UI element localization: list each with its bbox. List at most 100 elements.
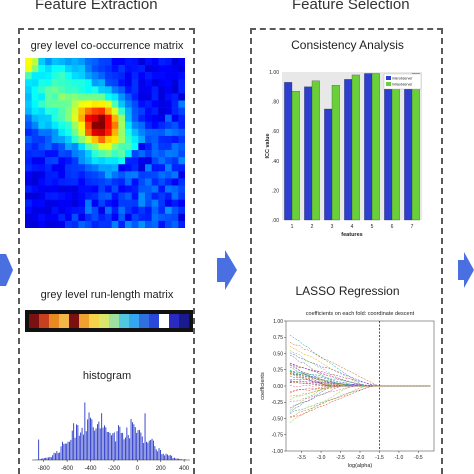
arrow-middle-icon [217, 250, 237, 290]
histogram-chart: -800 -600 -400 -200 0 200 400 [32, 402, 190, 472]
bar-y-tick-label: .00 [272, 218, 279, 224]
bar-y-tick-label: .80 [272, 100, 279, 106]
bar-inter-7 [404, 76, 413, 221]
glrlm-cell [179, 314, 190, 328]
bar-intra-4 [351, 74, 360, 221]
histogram-tick-label: -800 [38, 466, 51, 472]
lasso-x-tick-label: -1.0 [395, 455, 404, 461]
lasso-x-axis-label: log(alpha) [348, 463, 373, 469]
glrlm-strip [25, 310, 193, 332]
lasso-coefficient-chart: coefficients on each fold: coordinate de… [260, 311, 435, 469]
histogram-tick-label: 0 [136, 466, 140, 472]
bar-intra-1 [291, 91, 300, 221]
legend-swatch [386, 82, 391, 86]
glrlm-cell [149, 314, 160, 328]
histogram-tick-label: -400 [85, 466, 98, 472]
lasso-x-tick-label: -3.0 [317, 455, 326, 461]
lasso-y-tick-label: 0.75 [273, 335, 283, 341]
glrlm-cell [99, 314, 110, 328]
legend-label: intraobserver [392, 83, 413, 87]
lasso-coefficient-path [289, 379, 431, 387]
glrlm-cell [29, 314, 40, 328]
glrlm-cell [39, 314, 50, 328]
glrlm-cell [129, 314, 140, 328]
glrlm-label: grey level run-length matrix [40, 289, 174, 301]
bar-inter-6 [384, 77, 393, 221]
lasso-y-tick-label: 0.25 [273, 368, 283, 374]
lasso-title: LASSO Regression [295, 284, 400, 298]
lasso-y-axis-label: coefficients [260, 372, 266, 400]
bar-inter-5 [364, 73, 373, 221]
consistency-title: Consistency Analysis [291, 38, 404, 52]
bar-x-tick-label: 5 [371, 224, 374, 230]
glrlm-cell [69, 314, 80, 328]
glcm-cells [25, 58, 185, 228]
histogram-tick-label: -200 [108, 466, 121, 472]
bar-y-tick-label: .60 [272, 129, 279, 135]
legend-label: interobserver [392, 77, 413, 81]
glcm-heatmap [25, 58, 185, 228]
glrlm-cell [139, 314, 150, 328]
bar-x-tick-label: 6 [391, 224, 394, 230]
lasso-x-tick-label: -0.5 [414, 455, 423, 461]
bar-x-axis-label: features [341, 232, 362, 238]
bar-legend: interobserver intraobserver [383, 73, 422, 90]
glcm-label: grey level co-occurrence matrix [30, 40, 184, 52]
glrlm-cell [159, 314, 170, 328]
consistency-bar-chart: .00 .20 .40 .60 .80 1.00 1 2 3 4 5 6 7 features ICC va… [265, 70, 422, 238]
glrlm-cell [89, 314, 100, 328]
arrow-left-icon [0, 254, 13, 286]
histogram-bars [34, 402, 187, 460]
lasso-coefficient-path [289, 385, 431, 418]
bar-y-tick-label: .20 [272, 188, 279, 194]
bar-x-tick-label: 7 [411, 224, 414, 230]
bar-inter-1 [284, 82, 293, 221]
bar-y-axis-label: ICC value [265, 133, 271, 158]
feature-extraction-heading: Feature Extraction [35, 0, 158, 13]
bar-intra-7 [411, 73, 420, 221]
lasso-coefficient-path [289, 384, 431, 387]
lasso-y-tick-label: -0.50 [272, 416, 284, 422]
bar-y-tick-label: .40 [272, 159, 279, 165]
lasso-y-tick-label: -0.25 [272, 400, 284, 406]
bar-intra-3 [331, 85, 340, 221]
arrow-right-icon [458, 252, 474, 288]
legend-swatch [386, 76, 391, 80]
glrlm-cell [169, 314, 180, 328]
histogram-tick-label: -600 [61, 466, 74, 472]
lasso-y-tick-label: 0.00 [273, 384, 283, 390]
lasso-y-tick-label: 0.50 [273, 351, 283, 357]
bar-inter-4 [344, 79, 353, 221]
lasso-coefficient-path [289, 352, 431, 387]
lasso-coefficient-path [289, 341, 431, 387]
histogram-tick-label: 200 [156, 466, 167, 472]
glrlm-cell [119, 314, 130, 328]
glrlm-cell [109, 314, 120, 328]
lasso-chart-title: coefficients on each fold: coordinate de… [306, 311, 415, 317]
bar-x-tick-label: 4 [351, 224, 354, 230]
lasso-x-tick-label: -2.5 [336, 455, 345, 461]
glrlm-cell [49, 314, 60, 328]
lasso-y-tick-label: -1.00 [272, 449, 284, 455]
bar-y-tick-label: 1.00 [269, 70, 279, 76]
glrlm-cell [79, 314, 90, 328]
bar-intra-6 [391, 85, 400, 221]
lasso-coefficient-path [289, 345, 431, 387]
bar-inter-3 [324, 108, 333, 221]
lasso-paths [289, 334, 431, 424]
glrlm-cell [59, 314, 70, 328]
lasso-x-tick-label: -1.5 [375, 455, 384, 461]
bar-x-tick-label: 3 [331, 224, 334, 230]
feature-selection-heading: Feature Selection [292, 0, 410, 13]
lasso-coefficient-path [289, 362, 431, 387]
lasso-y-tick-label: 1.00 [273, 319, 283, 325]
lasso-y-tick-label: -0.75 [272, 433, 284, 439]
histogram-label: histogram [82, 370, 132, 382]
bar-intra-5 [371, 73, 380, 221]
lasso-x-tick-label: -2.0 [356, 455, 365, 461]
bar-intra-2 [311, 80, 320, 221]
bar-x-tick-label: 2 [311, 224, 314, 230]
lasso-x-tick-label: -3.5 [297, 455, 306, 461]
bar-x-tick-label: 1 [291, 224, 294, 230]
histogram-tick-label: 400 [179, 466, 190, 472]
